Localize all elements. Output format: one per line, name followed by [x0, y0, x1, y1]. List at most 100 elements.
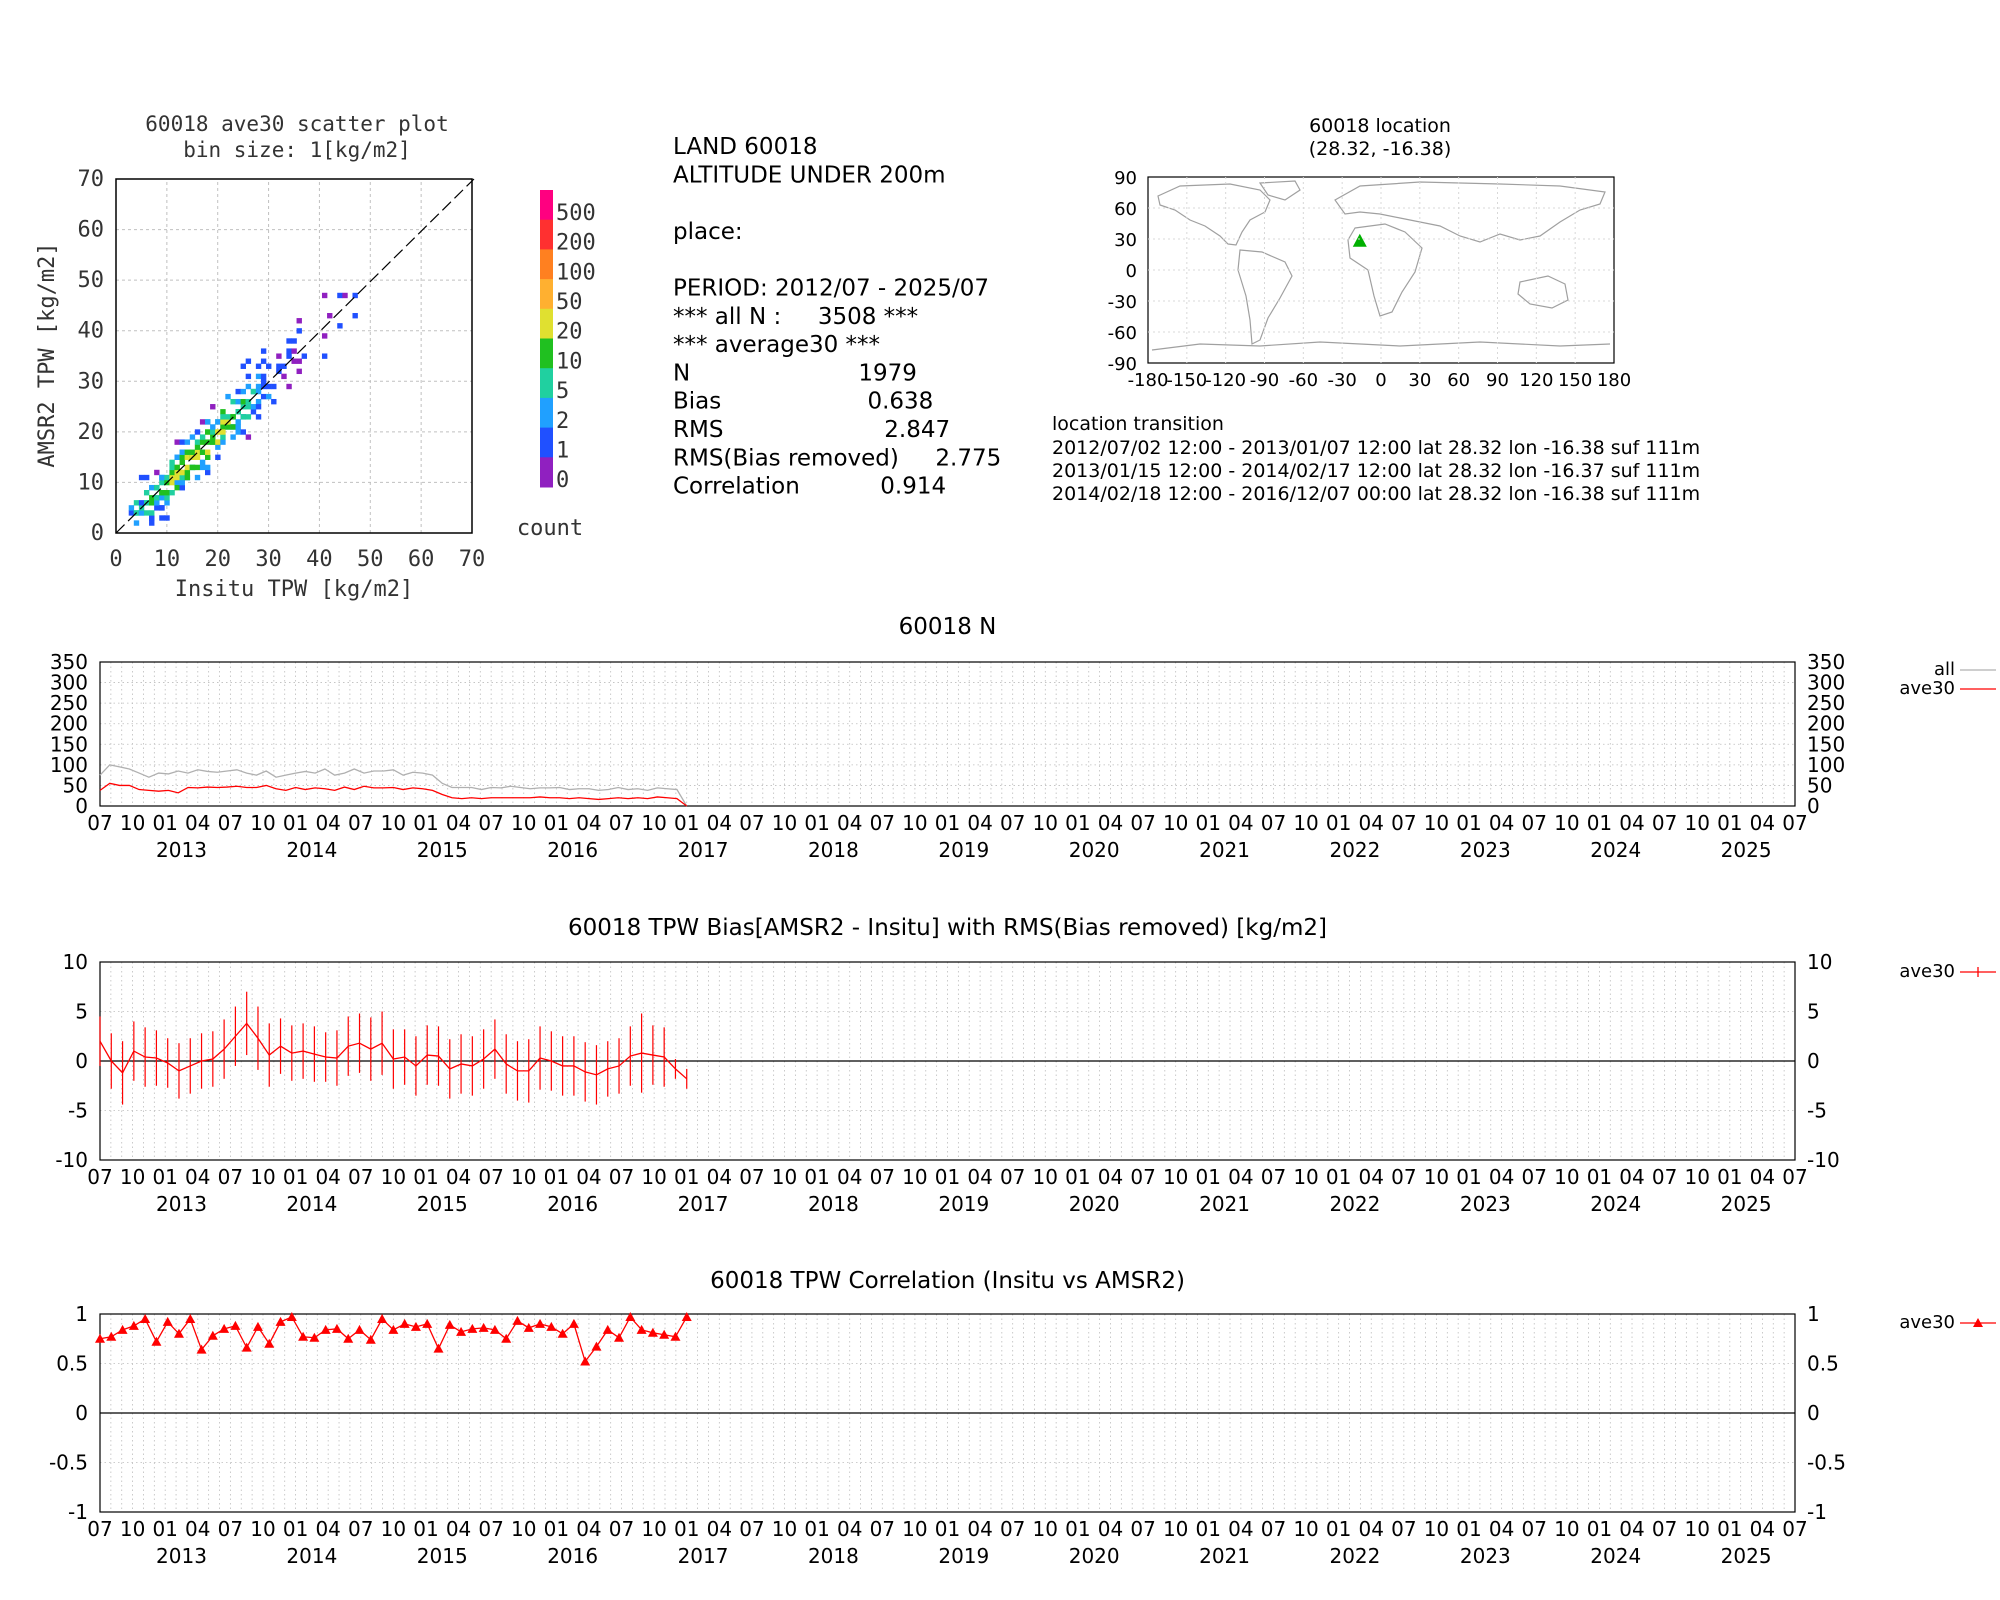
scatter-bin — [133, 520, 140, 526]
panel-month-label: 07 — [87, 811, 112, 835]
panel-month-label: 04 — [707, 1517, 732, 1541]
corr-point — [117, 1324, 128, 1334]
colorbar-swatch — [540, 368, 553, 399]
corr-point — [309, 1332, 320, 1342]
scatter-bin — [149, 500, 155, 506]
panel-ytick-right: 350 — [1807, 650, 1845, 674]
scatter-bin — [159, 505, 165, 511]
panel-month-label: 01 — [1717, 811, 1742, 835]
scatter-bin — [194, 474, 201, 481]
panel-month-label: 10 — [902, 1165, 927, 1189]
panel-month-label: 07 — [1652, 811, 1677, 835]
scatter-bin — [276, 353, 282, 359]
series-line-all — [99, 764, 688, 807]
panel-year-label: 2024 — [1590, 1544, 1641, 1568]
map-lat-tick: -90 — [1108, 354, 1137, 375]
panel-month-label: 07 — [1522, 1517, 1547, 1541]
panel-month-label: 10 — [1163, 1165, 1188, 1189]
scatter-bin — [174, 479, 180, 486]
panel-year-label: 2021 — [1199, 1544, 1250, 1568]
panel-month-label: 01 — [935, 811, 960, 835]
map-lat-tick: -60 — [1108, 323, 1137, 344]
scatter-bin — [128, 505, 135, 511]
scatter-bin — [260, 358, 267, 364]
corr-point — [275, 1316, 286, 1326]
scatter-xtick-label: 50 — [357, 547, 384, 572]
scatter-bin — [199, 449, 206, 455]
map-lon-tick: -90 — [1250, 370, 1279, 391]
info-line: *** average30 *** — [673, 332, 880, 358]
scatter-bin — [169, 490, 175, 496]
panel-month-label: 10 — [1684, 1517, 1709, 1541]
scatter-bin — [159, 515, 165, 521]
colorbar-swatch — [540, 397, 553, 429]
panel-month-label: 10 — [1163, 1517, 1188, 1541]
corr-point — [568, 1318, 579, 1328]
scatter-bin — [138, 474, 145, 481]
panel-month-label: 10 — [120, 1165, 145, 1189]
scatter-bin — [235, 398, 241, 405]
scatter-plot: 60018 ave30 scatter plot bin size: 1[kg/… — [35, 112, 596, 602]
info-line: RMS(Bias removed) 2.775 — [673, 445, 1001, 471]
scatter-bin — [266, 383, 272, 390]
panel-month-label: 07 — [1652, 1165, 1677, 1189]
panel-month-label: 10 — [511, 811, 536, 835]
scatter-bin — [255, 404, 262, 410]
panel-month-label: 07 — [87, 1165, 112, 1189]
panel-month-label: 04 — [1228, 811, 1253, 835]
scatter-bin — [159, 490, 165, 496]
map-lon-tick: -150 — [1166, 370, 1207, 391]
panel-month-label: 07 — [478, 1165, 503, 1189]
corr-point — [681, 1311, 692, 1321]
scatter-bin — [250, 404, 257, 410]
panel-month-label: 10 — [250, 1517, 275, 1541]
panel-month-label: 04 — [576, 811, 601, 835]
scatter-xtick-label: 0 — [109, 547, 122, 572]
panel-month-label: 07 — [609, 811, 634, 835]
panel-year-label: 2017 — [678, 1544, 729, 1568]
panel-month-label: 04 — [967, 1517, 992, 1541]
panel-month-label: 07 — [870, 1165, 895, 1189]
scatter-bin — [271, 383, 277, 390]
scatter-bin — [255, 383, 262, 390]
scatter-bin — [220, 434, 226, 440]
panel-month-label: 10 — [381, 1165, 406, 1189]
corr-point — [523, 1322, 534, 1332]
scatter-bin — [174, 464, 180, 471]
map-title: 60018 location — [1309, 115, 1451, 137]
panel-ytick-left: 250 — [50, 691, 88, 715]
panel-month-label: 01 — [283, 1517, 308, 1541]
corr-point — [557, 1328, 568, 1338]
scatter-bin — [255, 398, 262, 405]
panel-month-label: 04 — [1098, 1517, 1123, 1541]
map-lon-tick: -180 — [1128, 370, 1169, 391]
panel-month-label: 10 — [641, 1165, 666, 1189]
scatter-bin — [194, 444, 201, 450]
panel-month-label: 07 — [87, 1517, 112, 1541]
scatter-bin — [154, 500, 160, 506]
colorbar-label: 1 — [556, 438, 569, 463]
panel-month-label: 04 — [1750, 1517, 1775, 1541]
panel-ytick-left: 350 — [50, 650, 88, 674]
scatter-bin — [199, 439, 206, 445]
scatter-bin — [337, 292, 343, 299]
panel-month-label: 07 — [478, 1517, 503, 1541]
corr-point — [95, 1333, 105, 1343]
panel-month-label: 01 — [1326, 1165, 1351, 1189]
panel-ytick-right: 300 — [1807, 671, 1845, 695]
corr-point — [252, 1321, 263, 1331]
colorbar-swatch — [540, 427, 553, 458]
panel-year-label: 2016 — [547, 838, 598, 862]
panel-year-label: 2020 — [1069, 1544, 1120, 1568]
scatter-bin — [205, 429, 211, 435]
panel-month-label: 04 — [967, 1165, 992, 1189]
colorbar-label: 100 — [556, 260, 596, 285]
panel-month-label: 10 — [1033, 1165, 1058, 1189]
scatter-bin — [240, 363, 246, 369]
panel-month-label: 10 — [511, 1165, 536, 1189]
map-lon-tick: 30 — [1408, 370, 1431, 391]
panel-month-label: 01 — [935, 1517, 960, 1541]
panel-month-label: 04 — [1359, 811, 1384, 835]
corr-point — [647, 1327, 658, 1337]
